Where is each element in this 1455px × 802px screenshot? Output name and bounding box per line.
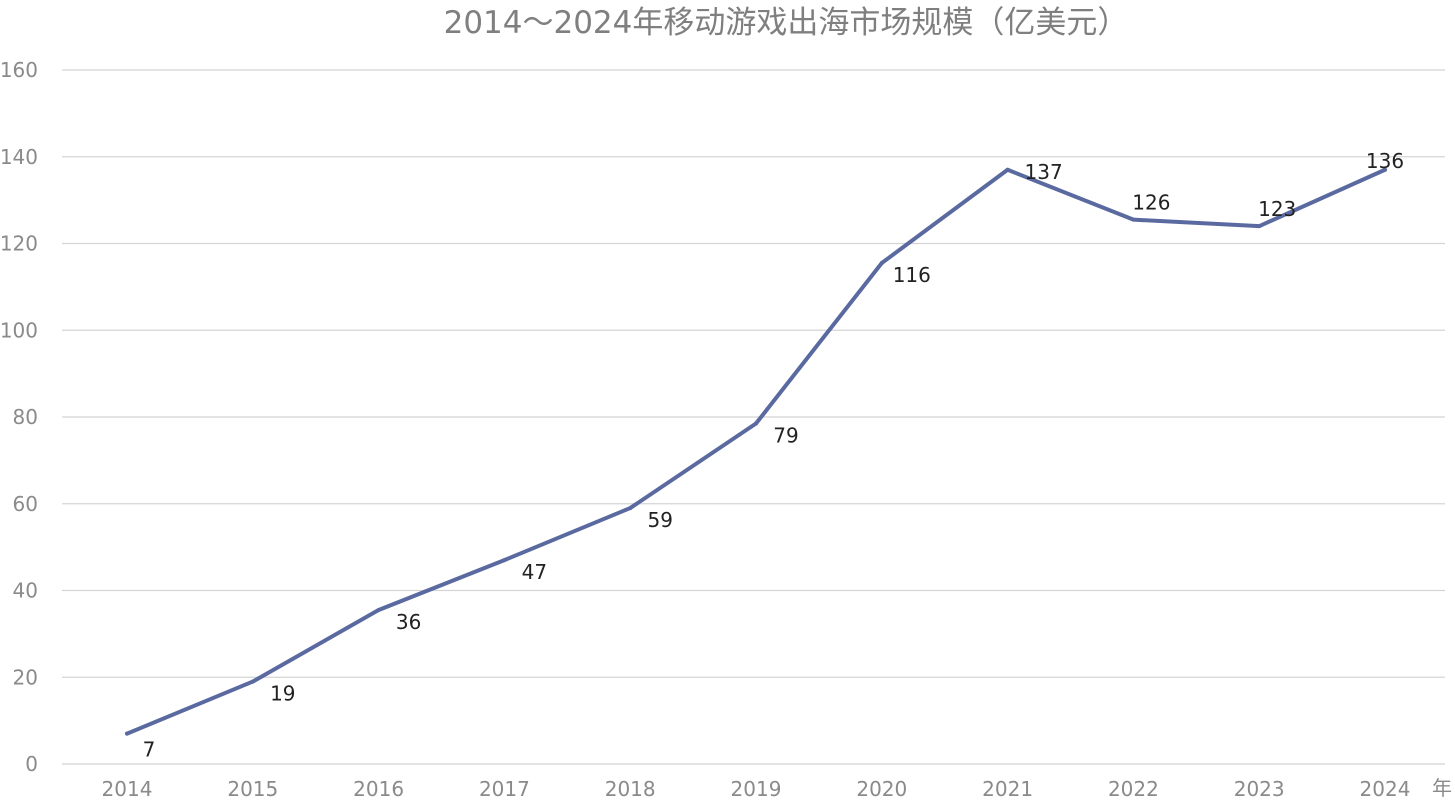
grid-lines [62, 69, 1445, 765]
x-tick-label: 2016 [353, 777, 404, 801]
y-tick-label: 100 [0, 318, 38, 342]
data-label: 126 [1132, 191, 1170, 215]
data-point [1005, 167, 1010, 172]
x-tick-label: 2024 [1360, 777, 1411, 801]
x-tick-label: 2023 [1234, 777, 1285, 801]
y-tick-label: 140 [0, 145, 38, 169]
y-tick-label: 20 [13, 665, 38, 689]
data-labels: 7 19 36 47 59 79 116 137 126 123 136 [143, 149, 1404, 762]
data-label: 7 [143, 738, 156, 762]
y-tick-label: 160 [0, 58, 38, 82]
data-point [754, 421, 758, 426]
data-label: 47 [522, 560, 547, 584]
y-axis-ticks: 0 20 40 60 80 100 120 140 160 [0, 58, 38, 776]
data-point [628, 506, 633, 511]
x-tick-label: 2018 [605, 777, 656, 801]
data-label: 136 [1366, 149, 1404, 173]
data-label: 59 [647, 508, 672, 532]
data-point [1131, 217, 1136, 222]
data-label: 19 [270, 682, 295, 706]
x-tick-label: 2021 [982, 777, 1033, 801]
x-tick-label: 2017 [479, 777, 530, 801]
data-point [250, 679, 255, 684]
x-tick-label: 2019 [731, 777, 782, 801]
chart-title: 2014～2024年移动游戏出海市场规模（亿美元） [444, 5, 1129, 41]
data-point [879, 261, 884, 266]
data-label: 123 [1258, 197, 1296, 221]
data-point [376, 608, 381, 613]
y-tick-label: 0 [25, 752, 38, 776]
y-tick-label: 80 [13, 405, 38, 429]
x-tick-label: 2014 [102, 777, 153, 801]
data-point [1383, 167, 1387, 172]
data-point [1257, 224, 1262, 229]
series [125, 167, 1387, 736]
data-label: 79 [773, 424, 798, 448]
data-point [125, 731, 129, 736]
y-tick-label: 40 [13, 579, 38, 603]
y-tick-label: 60 [13, 492, 38, 516]
x-axis-ticks: 2014 2015 2016 2017 2018 2019 2020 2021 2022 2023… [102, 777, 1411, 801]
x-tick-label: 2022 [1108, 777, 1159, 801]
x-tick-label: 2020 [856, 777, 907, 801]
data-label: 116 [893, 263, 931, 287]
series-line [125, 167, 1387, 736]
y-tick-label: 120 [0, 232, 38, 256]
data-label: 36 [396, 610, 421, 634]
x-axis-unit: 年 [1432, 776, 1452, 800]
data-point [502, 558, 507, 563]
data-label: 137 [1025, 160, 1063, 184]
x-tick-label: 2015 [227, 777, 278, 801]
